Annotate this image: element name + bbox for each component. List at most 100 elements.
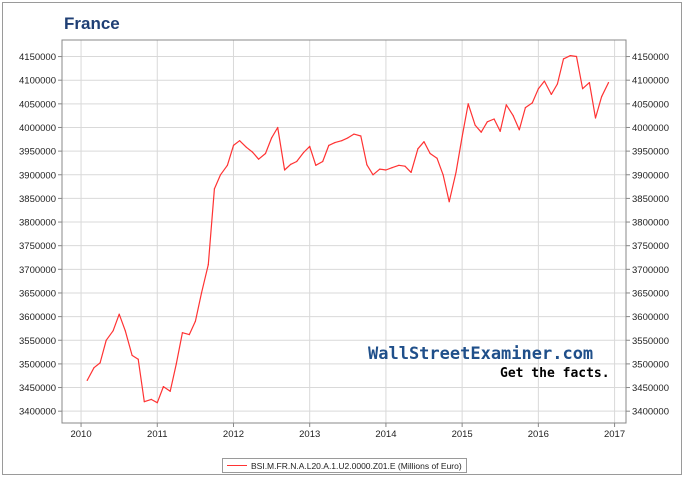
y-tick-label-right: 3700000 [632,265,669,276]
data-point [303,151,305,154]
series-layer [86,54,610,404]
y-tick-label-left: 3500000 [19,359,56,370]
y-tick-label-left: 3850000 [19,194,56,205]
legend-label: BSI.M.FR.N.A.L20.A.1.U2.0000.Z01.E (Mill… [251,460,462,471]
data-point [219,174,222,176]
y-tick-label-right: 3900000 [632,170,669,181]
data-point [322,160,324,163]
data-point [124,330,126,332]
data-point [169,390,171,392]
data-point [524,107,527,109]
data-point [429,152,431,155]
data-point [562,58,565,60]
data-point [137,358,139,360]
y-tick-label-right: 3550000 [632,336,669,347]
data-point [181,332,183,334]
data-point [112,330,114,332]
data-point [467,103,469,105]
data-point [200,292,203,294]
data-point [232,144,235,146]
data-point [442,174,444,176]
data-point [550,93,552,95]
y-tick-label-left: 3750000 [19,241,56,252]
data-point [213,188,215,190]
data-point [486,121,488,123]
x-axis: 2010 2011 2012 2013 2014 2015 2016 2017 [70,423,625,440]
y-tick-label-right: 4150000 [632,52,669,63]
y-tick-label-right: 3450000 [632,383,669,394]
data-point [290,163,292,165]
data-point [385,169,387,171]
x-tick-label: 2013 [299,429,320,440]
x-tick-label: 2014 [375,429,396,440]
data-point [131,354,133,356]
data-point [86,379,88,381]
data-point [512,115,514,117]
y-tick-label-right: 4000000 [632,123,669,134]
data-point [575,55,578,58]
x-tick-label: 2015 [452,429,473,440]
data-point [594,117,597,119]
data-point [245,146,247,148]
x-tick-label: 2017 [604,429,625,440]
data-point [366,164,368,166]
data-point [258,158,260,160]
data-point [239,140,241,142]
chart-frame [2,2,682,475]
data-point [188,334,190,336]
x-tick-label: 2012 [223,429,244,440]
watermark-tagline: Get the facts. [500,366,610,381]
chart-title: France [64,14,120,33]
data-point [569,55,572,57]
y-axis-right: 3400000 3450000 3500000 3550000 3600000 36500… [626,52,669,418]
data-point [105,339,107,341]
y-tick-label-left: 3550000 [19,336,56,347]
data-point [391,167,393,169]
grid-lines [62,40,626,423]
data-point [436,157,438,159]
data-point [518,129,520,131]
y-tick-label-left: 4050000 [19,99,56,110]
y-tick-label-left: 4150000 [19,52,56,63]
data-point [334,142,336,144]
y-tick-label-right: 4050000 [632,99,669,110]
data-point [99,362,101,364]
data-point [423,141,425,143]
y-tick-label-right: 4100000 [632,76,669,87]
data-point [493,118,495,120]
y-tick-label-left: 3400000 [19,407,56,418]
plot-area [61,39,627,424]
data-point [226,164,228,166]
data-point [347,137,349,139]
data-point [309,145,311,147]
data-point [461,136,463,138]
data-point [499,130,501,132]
y-tick-label-right: 3950000 [632,147,669,158]
y-tick-label-left: 3450000 [19,383,56,394]
y-tick-label-left: 3900000 [19,170,56,181]
data-point [601,96,603,98]
data-point [284,169,286,171]
data-point [556,83,559,85]
y-axis-left: 3400000 3450000 3500000 3550000 3600000 36500… [19,52,62,418]
data-point [404,165,406,167]
data-point [537,88,540,90]
x-tick-label: 2016 [528,429,549,440]
data-point [360,135,362,137]
data-point [315,164,317,166]
data-point [271,137,273,139]
data-point [207,264,209,266]
y-tick-label-left: 3650000 [19,288,56,299]
x-tick-label: 2011 [147,429,167,440]
data-point [410,171,412,173]
data-point [328,144,330,146]
data-point [448,201,450,203]
y-tick-label-right: 3600000 [632,312,669,323]
data-point [341,140,343,142]
data-point [353,133,355,135]
data-point [93,367,95,369]
x-tick-label: 2010 [70,429,91,440]
y-tick-label-left: 4000000 [19,123,56,134]
data-point [505,104,507,106]
